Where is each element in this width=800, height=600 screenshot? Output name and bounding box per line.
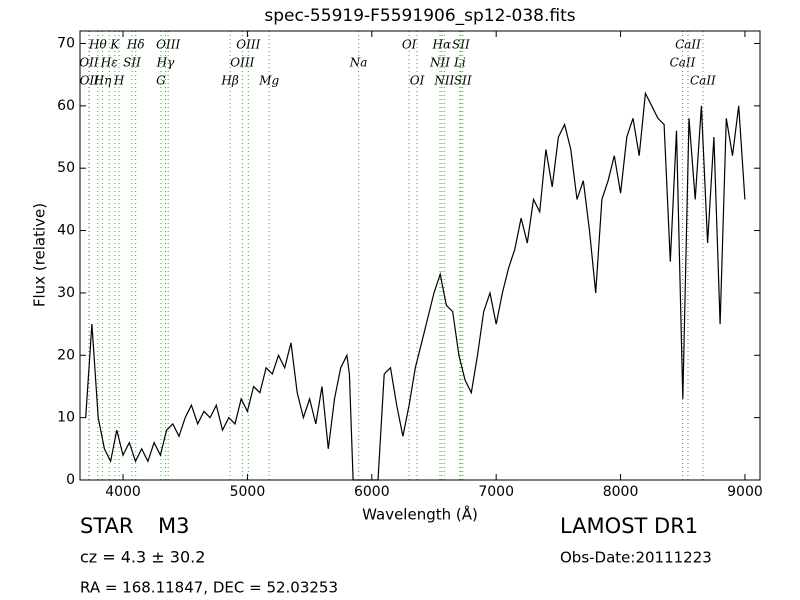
redshift: cz = 4.3 ± 30.2 [80,548,205,567]
spectral-line-label: Li [453,56,466,70]
spectrum-line [85,91,746,481]
spectral-line-label: Hβ [220,74,238,88]
y-tick-label: 20 [57,347,75,363]
y-tick-label: 30 [57,285,75,301]
spectral-line-label: SII [123,56,141,70]
spectral-line-label: Hα [432,38,452,52]
spectral-line-label: NII [433,74,454,88]
y-tick-label: 0 [66,472,75,488]
spectral-line-label: OII [79,56,99,70]
spectral-line-label: SII [452,38,470,52]
spectral-line-label: OIII [236,38,260,52]
spectral-line-label: Hε [100,56,118,70]
y-tick-label: 60 [57,98,75,114]
spectral-line-label: OIII [230,56,254,70]
spectral-line-label: OI [410,74,425,88]
spectral-line-label: H [113,74,125,88]
spectral-line-label: OI [402,38,417,52]
x-tick-label: 7000 [478,484,514,500]
spectral-line-label: Mg [258,74,279,88]
y-tick-label: 50 [57,160,75,176]
spectral-line-label: Hγ [156,56,175,70]
obs-date: Obs-Date:20111223 [560,549,712,567]
spectral-line-label: CaII [675,38,701,52]
spectral-line-label: G [156,74,166,88]
x-tick-label: 6000 [354,484,390,500]
object-class: STAR [80,514,133,538]
x-tick-label: 4000 [105,484,141,500]
chart-title: spec-55919-F5591906_sp12-038.fits [264,6,575,26]
spectral-line-label: Hη [93,74,112,88]
x-tick-label: 9000 [727,484,763,500]
survey: LAMOST DR1 [560,514,698,538]
x-tick-label: 5000 [230,484,266,500]
plot-frame [79,30,761,481]
y-tick-label: 40 [57,223,75,239]
spectral-line-label: Hθ [88,38,107,52]
spectral-line-label: Hδ [126,38,145,52]
spectral-line-label: CaII [690,74,716,88]
x-tick-label: 8000 [603,484,639,500]
spectral-line-label: SII [454,74,472,88]
y-tick-label: 10 [57,410,75,426]
spectral-line-label: OII [80,74,100,88]
spectral-line-label: Na [349,56,368,70]
y-axis-label: Flux (relative) [31,203,49,307]
y-tick-label: 70 [57,35,75,51]
spectral-line-label: OIII [156,38,180,52]
object-subclass: M3 [158,514,189,538]
spectral-line-label: K [109,38,120,52]
spectral-line-label: CaII [670,56,696,70]
coordinates: RA = 168.11847, DEC = 52.03253 [80,579,338,597]
x-axis-label: Wavelength (Å) [362,505,478,524]
spectral-line-label: NII [429,56,450,70]
